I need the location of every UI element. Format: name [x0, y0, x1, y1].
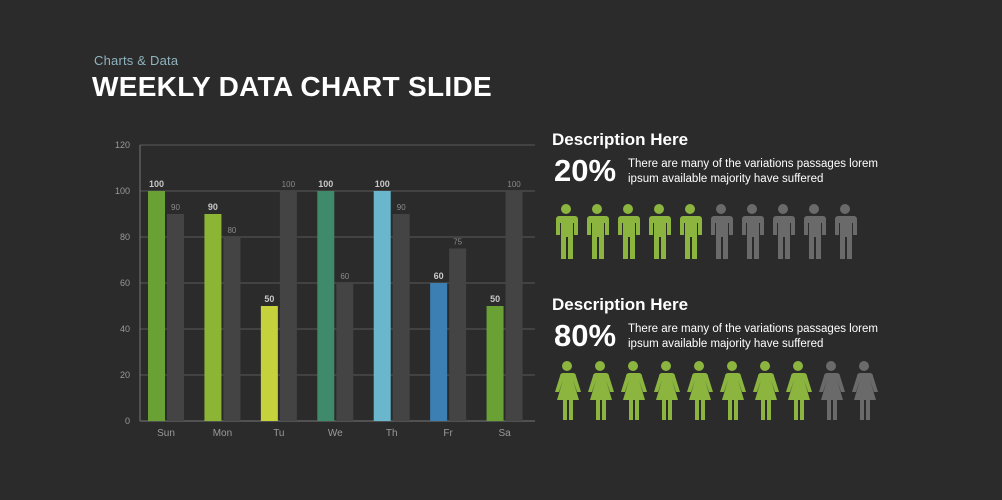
data-label: 100: [318, 179, 333, 189]
male-person-icon: [831, 203, 859, 273]
bar-chart: 0 20 40 60 80 100 120 100 90 Sun 90 80 Mon 50 100 Tu 100…: [115, 140, 535, 439]
data-label: 50: [264, 294, 274, 304]
data-label: 60: [434, 271, 444, 281]
description-block-2: Description Here 80% There are many of t…: [552, 295, 892, 420]
x-tick-label: Mon: [213, 428, 232, 439]
data-label: 60: [340, 272, 349, 281]
y-tick-label: 40: [120, 324, 130, 334]
male-person-icon: [645, 203, 673, 273]
x-tick-label: We: [328, 428, 343, 439]
description-block-1: Description Here 20% There are many of t…: [552, 130, 892, 259]
people-icon-row: [552, 360, 879, 430]
description-heading: Description Here: [552, 295, 689, 314]
male-person-icon: [769, 203, 797, 273]
x-tick-label: Sa: [498, 428, 511, 439]
bar: [167, 214, 184, 421]
bar: [260, 306, 278, 421]
bar: [449, 248, 467, 421]
female-person-icon: [585, 360, 615, 430]
data-label: 90: [208, 202, 218, 212]
bar: [204, 214, 222, 421]
slide-subtitle: Charts & Data: [94, 53, 179, 68]
data-label: 50: [490, 294, 500, 304]
bar: [373, 191, 391, 421]
male-person-icon: [707, 203, 735, 273]
x-tick-label: Tu: [273, 428, 284, 439]
data-label: 100: [375, 179, 390, 189]
male-person-icon: [583, 203, 611, 273]
female-person-icon: [783, 360, 813, 430]
female-person-icon: [651, 360, 681, 430]
bar: [486, 306, 504, 421]
y-tick-label: 60: [120, 278, 130, 288]
female-person-icon: [750, 360, 780, 430]
description-text: There are many of the variations passage…: [628, 158, 878, 185]
bar: [392, 214, 410, 421]
female-person-icon: [684, 360, 714, 430]
y-tick-label: 20: [120, 370, 130, 380]
female-person-icon: [849, 360, 879, 430]
slide-title: WEEKLY DATA CHART SLIDE: [92, 71, 492, 102]
x-tick-label: Sun: [157, 428, 175, 439]
y-tick-label: 100: [115, 186, 130, 196]
bar: [223, 237, 241, 421]
bar: [336, 283, 354, 421]
description-heading: Description Here: [552, 130, 689, 149]
data-label: 90: [397, 203, 406, 212]
bar: [279, 191, 297, 421]
x-tick-label: Fr: [443, 428, 453, 439]
y-tick-label: 120: [115, 140, 130, 150]
female-person-icon: [618, 360, 648, 430]
female-person-icon: [816, 360, 846, 430]
male-person-icon: [552, 203, 580, 273]
description-percent: 20%: [554, 153, 617, 188]
data-label: 100: [282, 180, 296, 189]
y-tick-label: 0: [125, 416, 130, 426]
male-person-icon: [676, 203, 704, 273]
y-tick-label: 80: [120, 232, 130, 242]
description-percent: 80%: [554, 318, 617, 353]
x-tick-label: Th: [386, 428, 398, 439]
bar: [148, 191, 165, 421]
people-icon-row: [552, 203, 859, 273]
data-label: 100: [149, 179, 164, 189]
female-person-icon: [717, 360, 747, 430]
bar: [505, 191, 523, 421]
female-person-icon: [552, 360, 582, 430]
description-text: There are many of the variations passage…: [628, 323, 878, 350]
male-person-icon: [738, 203, 766, 273]
bar: [430, 283, 448, 421]
male-person-icon: [614, 203, 642, 273]
data-label: 90: [171, 203, 180, 212]
data-label: 80: [227, 226, 236, 235]
data-label: 100: [507, 180, 521, 189]
data-label: 75: [453, 238, 462, 247]
male-person-icon: [800, 203, 828, 273]
bar: [317, 191, 335, 421]
